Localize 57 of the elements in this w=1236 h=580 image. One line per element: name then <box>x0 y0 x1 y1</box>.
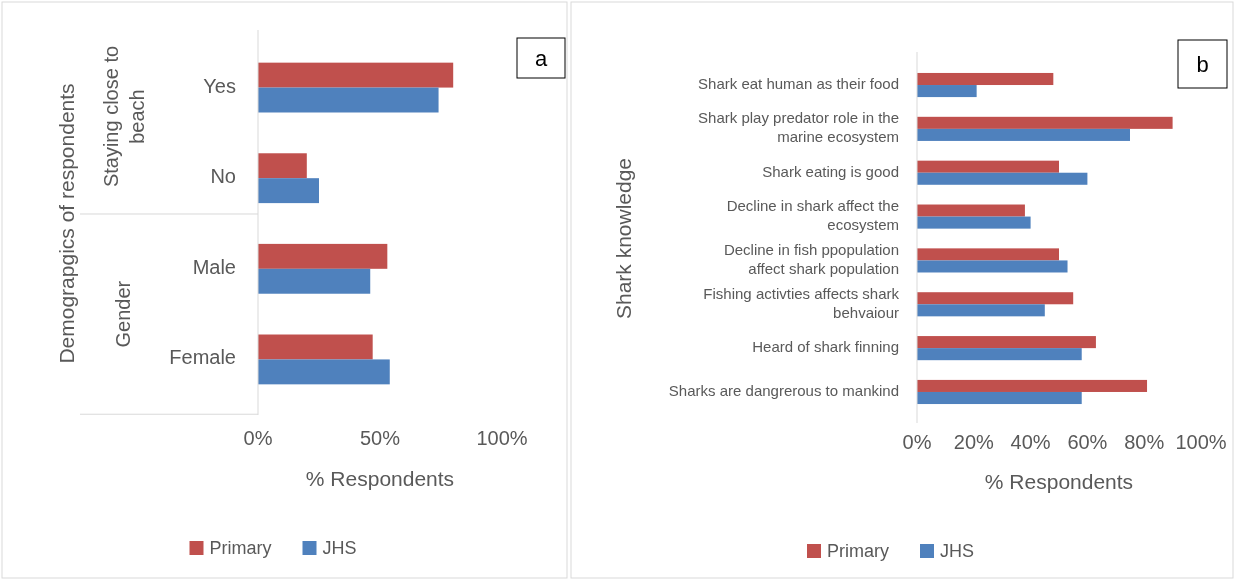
y-tick-label: Female <box>169 346 236 369</box>
y-tick-label: Shark eat human as their food <box>698 74 899 92</box>
x-tick-label: 0% <box>243 427 273 449</box>
bar <box>917 348 1082 361</box>
bar <box>258 268 371 294</box>
y-tick-label: Decline in shark affect the ecosystem <box>726 197 899 233</box>
y-axis-title: Shark knowledge <box>611 157 635 320</box>
x-axis-title: % Respondents <box>305 467 455 490</box>
bar <box>917 379 1148 392</box>
bar <box>258 178 319 204</box>
x-tick-label: 40% <box>1010 431 1051 453</box>
y-tick-label: Sharks are dangrerous to mankind <box>668 381 899 399</box>
legend-label: Primary <box>209 538 272 558</box>
x-tick-label: 0% <box>902 431 932 453</box>
y-tick-label: Yes <box>203 74 236 97</box>
bar <box>258 359 390 385</box>
bar <box>917 204 1025 217</box>
bar <box>917 304 1045 317</box>
bar <box>917 72 1054 86</box>
bar <box>917 160 1059 173</box>
bar <box>917 292 1074 305</box>
bar <box>258 153 307 179</box>
bar <box>917 128 1130 141</box>
legend-label: JHS <box>322 538 357 558</box>
bar <box>917 116 1173 129</box>
bar <box>917 216 1031 229</box>
legend-label: JHS <box>940 541 975 561</box>
bar <box>917 391 1082 405</box>
text: Gender <box>112 280 135 348</box>
x-tick-label: 20% <box>953 431 995 453</box>
y-tick-label: No <box>210 165 236 188</box>
bar <box>917 172 1088 185</box>
text: a <box>534 45 548 71</box>
y-tick-label: Shark eating is good <box>762 162 899 180</box>
x-tick-label: 60% <box>1067 431 1108 453</box>
bar <box>917 336 1096 349</box>
x-tick-label: 50% <box>359 427 401 449</box>
y-tick-label: Heard of shark finning <box>752 338 899 356</box>
bar <box>258 62 454 88</box>
bar <box>258 334 373 360</box>
bar <box>917 260 1068 273</box>
x-tick-label: 100% <box>476 427 528 449</box>
x-tick-label: 80% <box>1124 431 1165 453</box>
y-axis-title: Demograpgics of respondents <box>54 83 78 364</box>
x-axis-title: % Respondents <box>984 470 1134 493</box>
y-tick-label: Decline in fish ppopulation affect shark population <box>723 241 899 277</box>
y-tick-label: Fishing activties affects shark behvaiour <box>703 284 900 321</box>
y-tick-label: Male <box>192 256 236 279</box>
bar <box>258 243 388 269</box>
bar <box>258 87 439 113</box>
x-tick-label: 100% <box>1175 431 1227 453</box>
bar <box>917 85 977 98</box>
legend-label: Primary <box>827 541 889 561</box>
text: Staying close to beach <box>100 45 149 188</box>
bar <box>917 248 1059 261</box>
y-tick-label: Shark play predator role in the marine ecosystem <box>698 109 899 146</box>
annotation: b <box>1196 51 1209 77</box>
